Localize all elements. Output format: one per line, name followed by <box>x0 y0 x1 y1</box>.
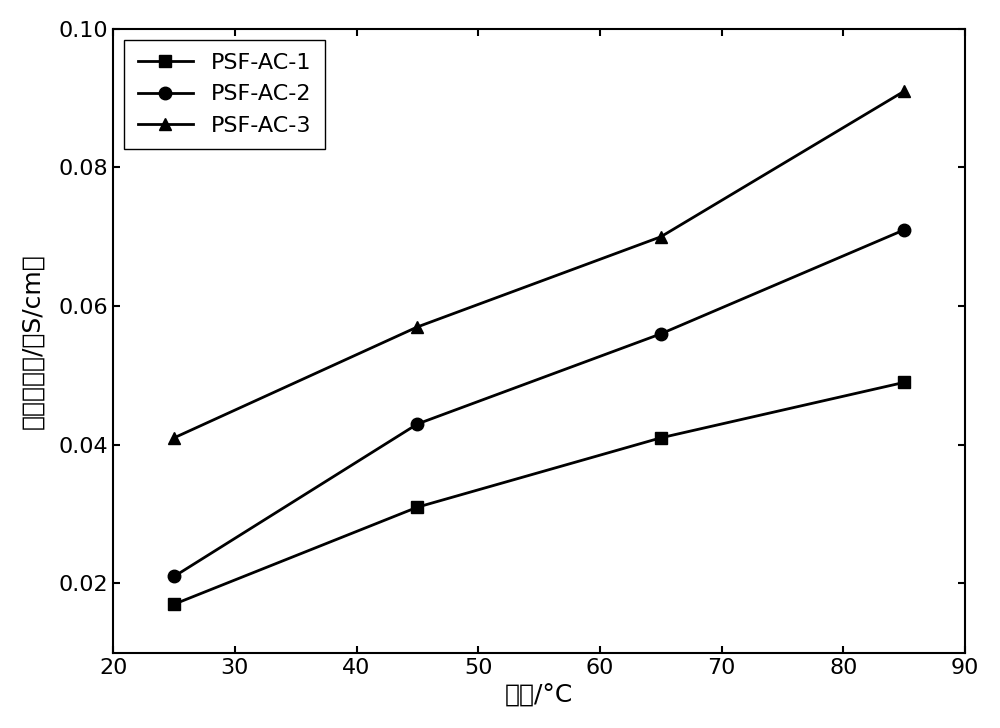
PSF-AC-3 <box>898 87 910 95</box>
Line: PSF-AC-1: PSF-AC-1 <box>168 376 910 611</box>
PSF-AC-3 <box>411 323 423 331</box>
PSF-AC-2 <box>655 330 667 339</box>
PSF-AC-1 <box>168 600 180 609</box>
PSF-AC-3 <box>168 433 180 442</box>
Line: PSF-AC-2: PSF-AC-2 <box>168 223 910 582</box>
PSF-AC-1 <box>898 378 910 387</box>
PSF-AC-2 <box>898 226 910 234</box>
X-axis label: 温度/°C: 温度/°C <box>505 683 573 707</box>
PSF-AC-1 <box>655 433 667 442</box>
PSF-AC-2 <box>411 419 423 428</box>
PSF-AC-3 <box>655 232 667 241</box>
Line: PSF-AC-3: PSF-AC-3 <box>168 85 910 444</box>
PSF-AC-1 <box>411 503 423 512</box>
PSF-AC-2 <box>168 572 180 581</box>
Y-axis label: 离子传导率/（S/cm）: 离子传导率/（S/cm） <box>21 253 45 429</box>
Legend: PSF-AC-1, PSF-AC-2, PSF-AC-3: PSF-AC-1, PSF-AC-2, PSF-AC-3 <box>124 40 325 149</box>
